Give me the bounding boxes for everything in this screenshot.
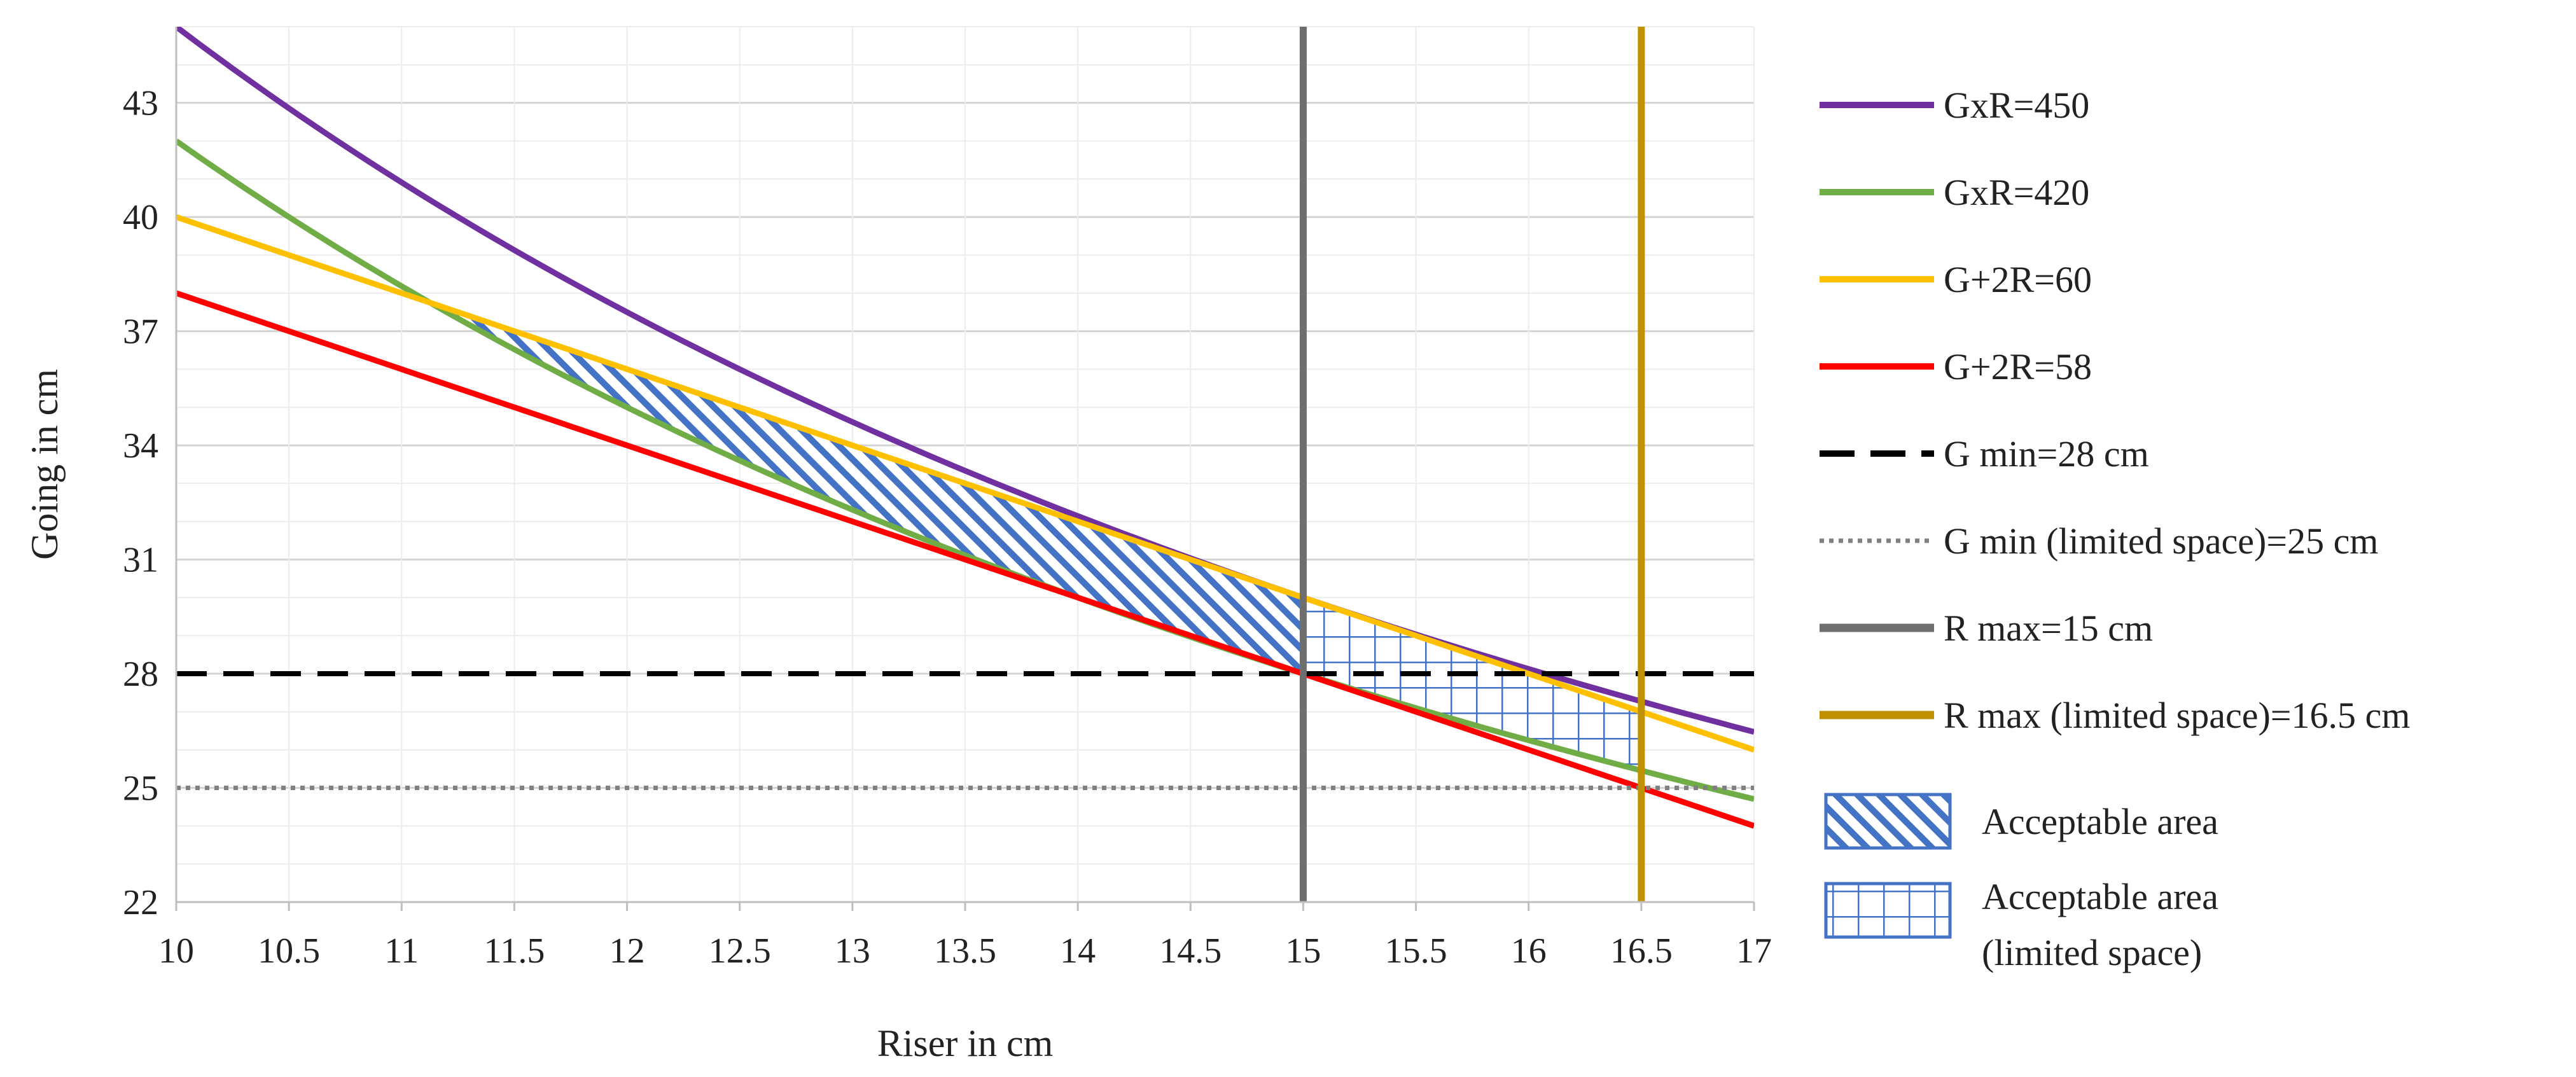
legend: GxR=450 GxR=420 G+2R=60 G+2R=58 G min=28 cm G…: [1820, 85, 2410, 973]
x-tick-label: 16.5: [1610, 931, 1673, 971]
legend-item-acceptable-area: Acceptable area: [1824, 793, 2218, 850]
x-tick-label: 17: [1736, 931, 1772, 971]
x-tick-label: 12.5: [709, 931, 771, 971]
x-axis-title: Riser in cm: [877, 1022, 1054, 1064]
y-tick-label: 37: [123, 312, 158, 352]
x-tick-label: 15: [1285, 931, 1321, 971]
acceptable-area: [456, 310, 1305, 676]
grid-lines: [176, 26, 1755, 903]
legend-item-g-min-limited-space-25-cm: G min (limited space)=25 cm: [1820, 520, 2378, 562]
y-axis-title: Going in cm: [24, 369, 66, 560]
legend-swatch: [1824, 793, 1952, 850]
series-lines: [176, 27, 1754, 902]
legend-label: G+2R=58: [1944, 346, 2092, 387]
x-tick-label: 13.5: [934, 931, 996, 971]
legend-item-gxr-420: GxR=420: [1820, 172, 2089, 213]
x-tick-label: 11: [384, 931, 419, 971]
legend-item-g-2r-58: G+2R=58: [1820, 346, 2092, 387]
x-tick-label: 13: [835, 931, 870, 971]
legend-item-gxr-450: GxR=450: [1820, 85, 2089, 126]
legend-label: G min (limited space)=25 cm: [1944, 520, 2378, 562]
x-tick-label: 10: [158, 931, 194, 971]
acceptable-areas: [456, 310, 1643, 772]
series-g-2r-60: [176, 214, 1754, 753]
legend-swatch: [1824, 882, 1952, 939]
x-tick-label: 14: [1060, 931, 1096, 971]
x-tick-label: 12: [609, 931, 645, 971]
legend-label: G+2R=60: [1944, 259, 2092, 300]
legend-label: R max=15 cm: [1944, 608, 2153, 649]
legend-item-g-2r-60: G+2R=60: [1820, 259, 2092, 300]
x-tick-label: 11.5: [484, 931, 545, 971]
y-tick-label: 43: [123, 84, 158, 123]
legend-label: Acceptable area: [1982, 801, 2218, 842]
legend-item-r-max-15-cm: R max=15 cm: [1820, 608, 2153, 649]
series-gxr-450: [176, 27, 1754, 735]
y-tick-label: 34: [123, 426, 158, 466]
series-g-2r-58: [176, 290, 1754, 829]
legend-item-r-max-limited-space-16-5-cm: R max (limited space)=16.5 cm: [1820, 695, 2410, 736]
x-tick-label: 10.5: [258, 931, 320, 971]
x-tick-label: 14.5: [1159, 931, 1222, 971]
legend-label: GxR=450: [1944, 85, 2089, 126]
y-tick-label: 25: [123, 769, 158, 809]
legend-label: R max (limited space)=16.5 cm: [1944, 695, 2410, 736]
legend-item-g-min-28-cm: G min=28 cm: [1820, 433, 2149, 475]
legend-item-acceptable-area-limited-space: Acceptable area (limited space): [1824, 876, 2218, 973]
legend-label: GxR=420: [1944, 172, 2089, 213]
x-tick-label: 15.5: [1385, 931, 1447, 971]
axes: 10 10.5 11 11.5 12 12.5 13 13.5 14 14.5 15 15.5 16 16…: [123, 27, 1772, 971]
legend-label: Acceptable area (limited space): [1982, 876, 2218, 973]
y-tick-label: 31: [123, 541, 158, 580]
y-tick-label: 22: [123, 883, 158, 922]
x-tick-label: 16: [1511, 931, 1547, 971]
y-tick-label: 28: [123, 655, 158, 694]
y-tick-label: 40: [123, 198, 158, 237]
legend-label: G min=28 cm: [1944, 433, 2149, 475]
